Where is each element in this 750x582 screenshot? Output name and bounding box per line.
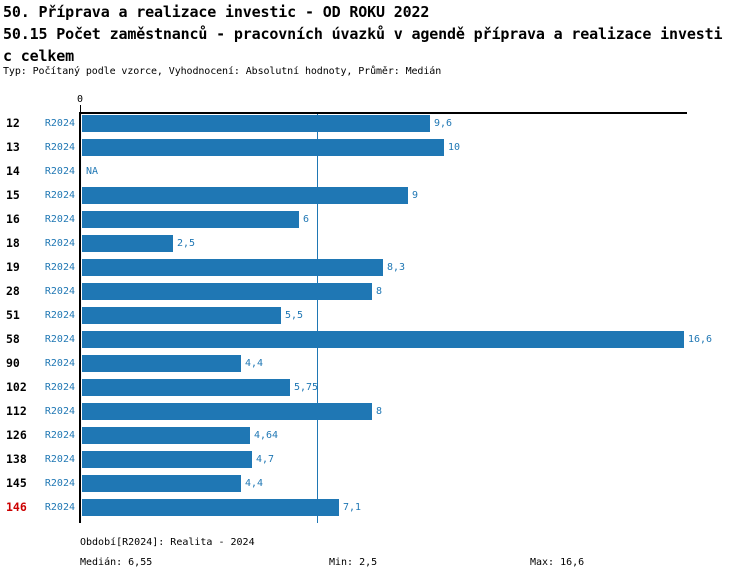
chart-row: 138 R2024 4,7 xyxy=(0,451,750,468)
value-bar xyxy=(82,379,290,396)
value-bar xyxy=(82,139,444,156)
category-label: 14 xyxy=(6,164,20,178)
series-period-label: R2024 xyxy=(44,430,75,441)
value-label: 10 xyxy=(448,142,461,153)
series-period-label: R2024 xyxy=(44,310,75,321)
value-bar xyxy=(82,403,372,420)
median-reference-line xyxy=(317,114,318,523)
category-label: 28 xyxy=(6,284,20,298)
series-period-label: R2024 xyxy=(44,142,75,153)
chart-row: 126 R2024 4,64 xyxy=(0,427,750,444)
series-period-label: R2024 xyxy=(44,406,75,417)
chart-row: 146 R2024 7,1 xyxy=(0,499,750,516)
category-label: 112 xyxy=(6,404,27,418)
value-label: 8 xyxy=(376,286,383,297)
value-label: 5,5 xyxy=(285,310,304,321)
chart-row: 58 R2024 16,6 xyxy=(0,331,750,348)
chart-row: 14 R2024 NA xyxy=(0,163,750,180)
category-label: 145 xyxy=(6,476,27,490)
chart-row: 51 R2024 5,5 xyxy=(0,307,750,324)
value-bar xyxy=(82,331,684,348)
footer-period-label: Období[R2024]: Realita - 2024 xyxy=(80,537,255,548)
value-label: 5,75 xyxy=(294,382,319,393)
series-period-label: R2024 xyxy=(44,502,75,513)
value-label: 4,7 xyxy=(256,454,275,465)
value-bar xyxy=(82,355,241,372)
chart-row: 112 R2024 8 xyxy=(0,403,750,420)
category-label: 15 xyxy=(6,188,20,202)
chart-row: 102 R2024 5,75 xyxy=(0,379,750,396)
category-label: 58 xyxy=(6,332,20,346)
value-bar xyxy=(82,307,281,324)
chart-row: 90 R2024 4,4 xyxy=(0,355,750,372)
category-label: 126 xyxy=(6,428,27,442)
footer-min-label: Min: 2,5 xyxy=(329,557,378,568)
category-label: 102 xyxy=(6,380,27,394)
page-title-line-1: 50. Příprava a realizace investic - OD R… xyxy=(3,3,430,21)
value-label: 2,5 xyxy=(177,238,196,249)
value-bar xyxy=(82,211,299,228)
category-label: 19 xyxy=(6,260,20,274)
category-label: 90 xyxy=(6,356,20,370)
value-bar xyxy=(82,499,339,516)
series-period-label: R2024 xyxy=(44,214,75,225)
chart-row: 13 R2024 10 xyxy=(0,139,750,156)
value-label: 9 xyxy=(412,190,419,201)
series-period-label: R2024 xyxy=(44,262,75,273)
series-period-label: R2024 xyxy=(44,166,75,177)
value-label: 4,4 xyxy=(245,478,264,489)
y-axis-line xyxy=(79,112,81,523)
series-period-label: R2024 xyxy=(44,238,75,249)
value-bar xyxy=(82,115,430,132)
series-period-label: R2024 xyxy=(44,382,75,393)
value-bar xyxy=(82,451,252,468)
value-label: 8,3 xyxy=(387,262,406,273)
x-axis-tick xyxy=(80,105,81,113)
value-bar xyxy=(82,427,250,444)
value-bar xyxy=(82,283,372,300)
chart-row: 145 R2024 4,4 xyxy=(0,475,750,492)
chart-row: 16 R2024 6 xyxy=(0,211,750,228)
page-title-line-2: 50.15 Počet zaměstnanců - pracovních úva… xyxy=(3,25,723,43)
series-period-label: R2024 xyxy=(44,190,75,201)
category-label: 12 xyxy=(6,116,20,130)
value-label: 7,1 xyxy=(343,502,362,513)
x-axis-zero-tick-label: 0 xyxy=(76,94,84,105)
series-period-label: R2024 xyxy=(44,454,75,465)
chart-row: 15 R2024 9 xyxy=(0,187,750,204)
value-bar xyxy=(82,475,241,492)
series-period-label: R2024 xyxy=(44,478,75,489)
chart-row: 12 R2024 9,6 xyxy=(0,115,750,132)
chart-row: 28 R2024 8 xyxy=(0,283,750,300)
category-label: 138 xyxy=(6,452,27,466)
category-label: 16 xyxy=(6,212,20,226)
value-bar xyxy=(82,259,383,276)
value-label: 4,64 xyxy=(254,430,279,441)
footer-median-label: Medián: 6,55 xyxy=(80,557,153,568)
value-label: NA xyxy=(86,166,99,177)
category-label: 146 xyxy=(6,500,27,514)
series-period-label: R2024 xyxy=(44,358,75,369)
chart-row: 18 R2024 2,5 xyxy=(0,235,750,252)
category-label: 18 xyxy=(6,236,20,250)
category-label: 51 xyxy=(6,308,20,322)
series-period-label: R2024 xyxy=(44,334,75,345)
chart-row: 19 R2024 8,3 xyxy=(0,259,750,276)
x-axis-line xyxy=(79,112,687,114)
series-period-label: R2024 xyxy=(44,118,75,129)
page-title-line-3: c celkem xyxy=(3,47,75,65)
series-period-label: R2024 xyxy=(44,286,75,297)
value-label: 16,6 xyxy=(688,334,713,345)
value-bar xyxy=(82,187,408,204)
value-label: 6 xyxy=(303,214,310,225)
category-label: 13 xyxy=(6,140,20,154)
chart-meta-info: Typ: Počítaný podle vzorce, Vyhodnocení:… xyxy=(3,66,442,77)
footer-max-label: Max: 16,6 xyxy=(530,557,585,568)
value-label: 9,6 xyxy=(434,118,453,129)
value-bar xyxy=(82,235,173,252)
value-label: 8 xyxy=(376,406,383,417)
value-label: 4,4 xyxy=(245,358,264,369)
